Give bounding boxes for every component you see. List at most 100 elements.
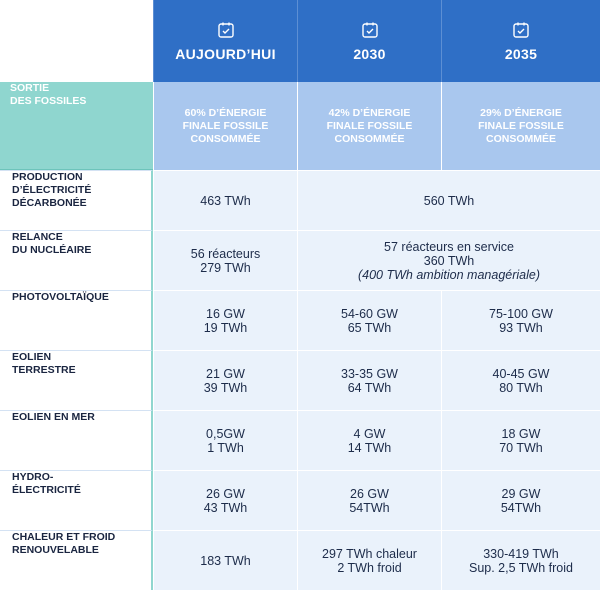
pct-line: FINALE FOSSILE bbox=[478, 119, 564, 132]
photovoltaique-today: 16 GW 19 TWh bbox=[153, 290, 297, 350]
value-line: 26 GW bbox=[350, 486, 389, 501]
value-line: 14 TWh bbox=[347, 440, 392, 455]
value-line: 560 TWh bbox=[423, 193, 475, 208]
value-line: 39 TWh bbox=[203, 380, 248, 395]
label-line: PHOTOVOLTAÏQUE bbox=[12, 291, 109, 303]
value-line: 16 GW bbox=[206, 306, 245, 321]
label-line: DU NUCLÉAIRE bbox=[12, 244, 92, 256]
column-header-label: 2030 bbox=[353, 46, 386, 62]
calendar-check-icon bbox=[217, 22, 234, 38]
photovoltaique-2035: 75-100 GW 93 TWh bbox=[441, 290, 600, 350]
column-header-2030: 2030 bbox=[297, 0, 441, 82]
photovoltaique-2030: 54-60 GW 65 TWh bbox=[297, 290, 441, 350]
pct-line: FINALE FOSSILE bbox=[326, 119, 413, 132]
eolien-terrestre-today: 21 GW 39 TWh bbox=[153, 350, 297, 410]
pct-line: FINALE FOSSILE bbox=[182, 119, 269, 132]
row-label-production: PRODUCTION D’ÉLECTRICITÉ DÉCARBONÉE bbox=[0, 170, 153, 230]
fossil-share-2030: 42% D’ÉNERGIE FINALE FOSSILE CONSOMMÉE bbox=[297, 82, 441, 170]
pct-line: CONSOMMÉE bbox=[190, 132, 261, 145]
column-header-2035: 2035 bbox=[441, 0, 600, 82]
chaleur-2030: 297 TWh chaleur 2 TWh froid bbox=[297, 530, 441, 590]
calendar-check-icon bbox=[361, 22, 378, 38]
value-line: 1 TWh bbox=[207, 440, 244, 455]
row-label-chaleur: CHALEUR ET FROID RENOUVELABLE bbox=[0, 530, 153, 590]
column-header-today: AUJOURD’HUI bbox=[153, 0, 297, 82]
pct-line: CONSOMMÉE bbox=[485, 132, 556, 145]
chaleur-today: 183 TWh bbox=[153, 530, 297, 590]
value-line: 29 GW bbox=[501, 486, 541, 501]
value-line: 21 GW bbox=[206, 366, 245, 381]
row-label-nucleaire: RELANCE DU NUCLÉAIRE bbox=[0, 230, 153, 290]
row-label-eolien-terrestre: EOLIEN TERRESTRE bbox=[0, 350, 153, 410]
label-line: DÉCARBONÉE bbox=[12, 197, 87, 209]
value-line: 54TWh bbox=[500, 500, 542, 515]
pct-line: 60% D’ÉNERGIE bbox=[184, 106, 267, 119]
value-line: 4 GW bbox=[353, 426, 386, 441]
value-line: 0,5GW bbox=[206, 426, 245, 441]
calendar-check-icon bbox=[513, 22, 529, 38]
value-line: 26 GW bbox=[206, 486, 245, 501]
value-line: 18 GW bbox=[501, 426, 541, 441]
nucleaire-future: 57 réacteurs en service 360 TWh (400 TWh… bbox=[297, 230, 600, 290]
column-header-label: 2035 bbox=[504, 46, 538, 62]
value-line: 279 TWh bbox=[200, 260, 251, 275]
eolien-terrestre-2030: 33-35 GW 64 TWh bbox=[297, 350, 441, 410]
label-line: ÉLECTRICITÉ bbox=[12, 484, 81, 496]
value-line: 40-45 GW bbox=[492, 366, 550, 381]
label-line: TERRESTRE bbox=[12, 364, 76, 376]
eolien-mer-2030: 4 GW 14 TWh bbox=[297, 410, 441, 470]
label-line: CHALEUR ET FROID bbox=[12, 531, 116, 543]
column-header-label: AUJOURD’HUI bbox=[175, 46, 276, 62]
value-line: 2 TWh froid bbox=[337, 560, 402, 575]
label-line: DES FOSSILES bbox=[10, 95, 87, 107]
pct-line: 42% D’ÉNERGIE bbox=[328, 106, 411, 119]
value-line: 65 TWh bbox=[347, 320, 392, 335]
value-line: 56 réacteurs bbox=[190, 246, 261, 261]
value-line: 33-35 GW bbox=[341, 366, 398, 381]
header-blank-cell bbox=[0, 0, 153, 82]
fossil-share-today: 60% D’ÉNERGIE FINALE FOSSILE CONSOMMÉE bbox=[153, 82, 297, 170]
value-line: 64 TWh bbox=[347, 380, 392, 395]
value-line: 57 réacteurs en service bbox=[384, 239, 514, 254]
chaleur-2035: 330-419 TWh Sup. 2,5 TWh froid bbox=[441, 530, 600, 590]
label-line: D’ÉLECTRICITÉ bbox=[12, 184, 92, 196]
value-line: Sup. 2,5 TWh froid bbox=[469, 560, 573, 575]
label-line: EOLIEN bbox=[12, 351, 52, 363]
value-line: 75-100 GW bbox=[489, 306, 553, 321]
pct-line: 29% D’ÉNERGIE bbox=[480, 106, 562, 119]
row-label-eolien-mer: EOLIEN EN MER bbox=[0, 410, 153, 470]
label-line: RELANCE bbox=[12, 231, 63, 243]
hydro-2030: 26 GW 54TWh bbox=[297, 470, 441, 530]
value-line: 93 TWh bbox=[499, 320, 543, 335]
value-line: 54TWh bbox=[349, 500, 390, 515]
pct-line: CONSOMMÉE bbox=[334, 132, 405, 145]
row-label-hydro: HYDRO- ÉLECTRICITÉ bbox=[0, 470, 153, 530]
nucleaire-today: 56 réacteurs 279 TWh bbox=[153, 230, 297, 290]
label-line: HYDRO- bbox=[12, 471, 54, 483]
eolien-terrestre-2035: 40-45 GW 80 TWh bbox=[441, 350, 600, 410]
value-line: 297 TWh chaleur bbox=[322, 546, 417, 561]
label-line: RENOUVELABLE bbox=[12, 544, 99, 556]
value-line: 80 TWh bbox=[499, 380, 543, 395]
value-line: 43 TWh bbox=[203, 500, 248, 515]
eolien-mer-today: 0,5GW 1 TWh bbox=[153, 410, 297, 470]
production-future: 560 TWh bbox=[297, 170, 600, 230]
value-line: 360 TWh bbox=[423, 253, 475, 268]
sortie-fossiles-label: SORTIE DES FOSSILES bbox=[0, 82, 153, 170]
label-line: SORTIE bbox=[10, 82, 50, 94]
label-line: PRODUCTION bbox=[12, 171, 83, 183]
eolien-mer-2035: 18 GW 70 TWh bbox=[441, 410, 600, 470]
hydro-2035: 29 GW 54TWh bbox=[441, 470, 600, 530]
hydro-today: 26 GW 43 TWh bbox=[153, 470, 297, 530]
value-line: 463 TWh bbox=[200, 193, 251, 208]
value-line: 70 TWh bbox=[499, 440, 543, 455]
value-line: 19 TWh bbox=[203, 320, 248, 335]
value-line: 54-60 GW bbox=[341, 306, 398, 321]
production-today: 463 TWh bbox=[153, 170, 297, 230]
value-line: 183 TWh bbox=[200, 553, 251, 568]
value-note: (400 TWh ambition managériale) bbox=[357, 267, 541, 282]
row-label-photovoltaique: PHOTOVOLTAÏQUE bbox=[0, 290, 153, 350]
label-line: EOLIEN EN MER bbox=[12, 411, 95, 423]
fossil-share-2035: 29% D’ÉNERGIE FINALE FOSSILE CONSOMMÉE bbox=[441, 82, 600, 170]
